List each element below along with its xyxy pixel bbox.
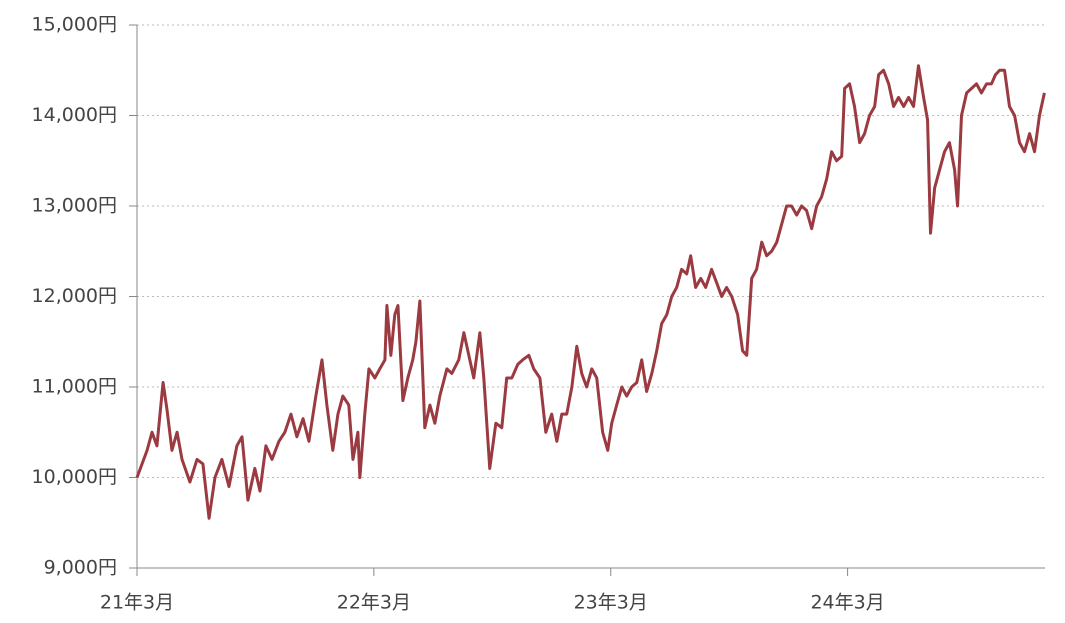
y-tick-label: 13,000円 (32, 195, 117, 217)
price-line (135, 64, 1046, 520)
x-tick-label: 24年3月 (810, 592, 884, 614)
x-tick-label: 22年3月 (337, 592, 411, 614)
x-tick-label: 23年3月 (574, 592, 648, 614)
y-tick-label: 9,000円 (44, 557, 117, 579)
y-tick-label: 12,000円 (32, 285, 117, 307)
y-tick-label: 15,000円 (32, 14, 117, 36)
y-tick-label: 11,000円 (32, 376, 117, 398)
y-tick-label: 10,000円 (32, 466, 117, 488)
x-tick-label: 21年3月 (100, 592, 174, 614)
y-tick-label: 14,000円 (32, 104, 117, 126)
